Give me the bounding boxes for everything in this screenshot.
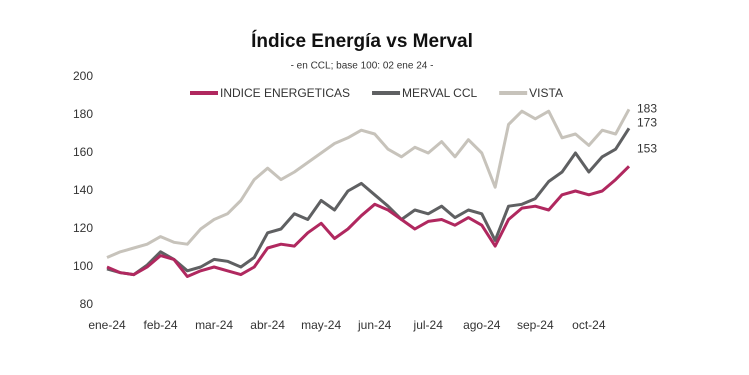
y-tick-label: 100 (73, 259, 93, 273)
y-tick-label: 180 (73, 107, 93, 121)
series-line (106, 108, 631, 259)
x-tick-label: jun-24 (357, 318, 392, 332)
y-tick-label: 160 (73, 145, 93, 159)
x-tick-label: may-24 (301, 318, 341, 332)
series-line (106, 127, 631, 277)
value-label: 153 (637, 141, 657, 155)
legend-label: INDICE ENERGETICAS (220, 86, 350, 100)
value-label: 183 (637, 101, 657, 115)
x-tick-label: jul-24 (413, 318, 444, 332)
x-tick-label: feb-24 (144, 318, 178, 332)
x-tick-label: ago-24 (463, 318, 501, 332)
y-tick-label: 140 (73, 183, 93, 197)
chart-subtitle: - en CCL; base 100: 02 ene 24 - (291, 61, 434, 72)
x-tick-label: abr-24 (250, 318, 285, 332)
x-tick-label: oct-24 (572, 318, 606, 332)
y-tick-label: 200 (73, 69, 93, 83)
legend-label: VISTA (529, 86, 563, 100)
value-label: 173 (637, 115, 657, 129)
x-tick-label: mar-24 (195, 318, 233, 332)
chart-title: Índice Energía vs Merval (251, 30, 473, 52)
y-tick-label: 120 (73, 221, 93, 235)
legend-label: MERVAL CCL (402, 86, 477, 100)
x-tick-label: sep-24 (517, 318, 554, 332)
y-tick-label: 80 (80, 297, 94, 311)
series-line (106, 165, 631, 278)
legend: INDICE ENERGETICAS MERVAL CCL VISTA (190, 86, 563, 100)
x-tick-label: ene-24 (88, 318, 126, 332)
